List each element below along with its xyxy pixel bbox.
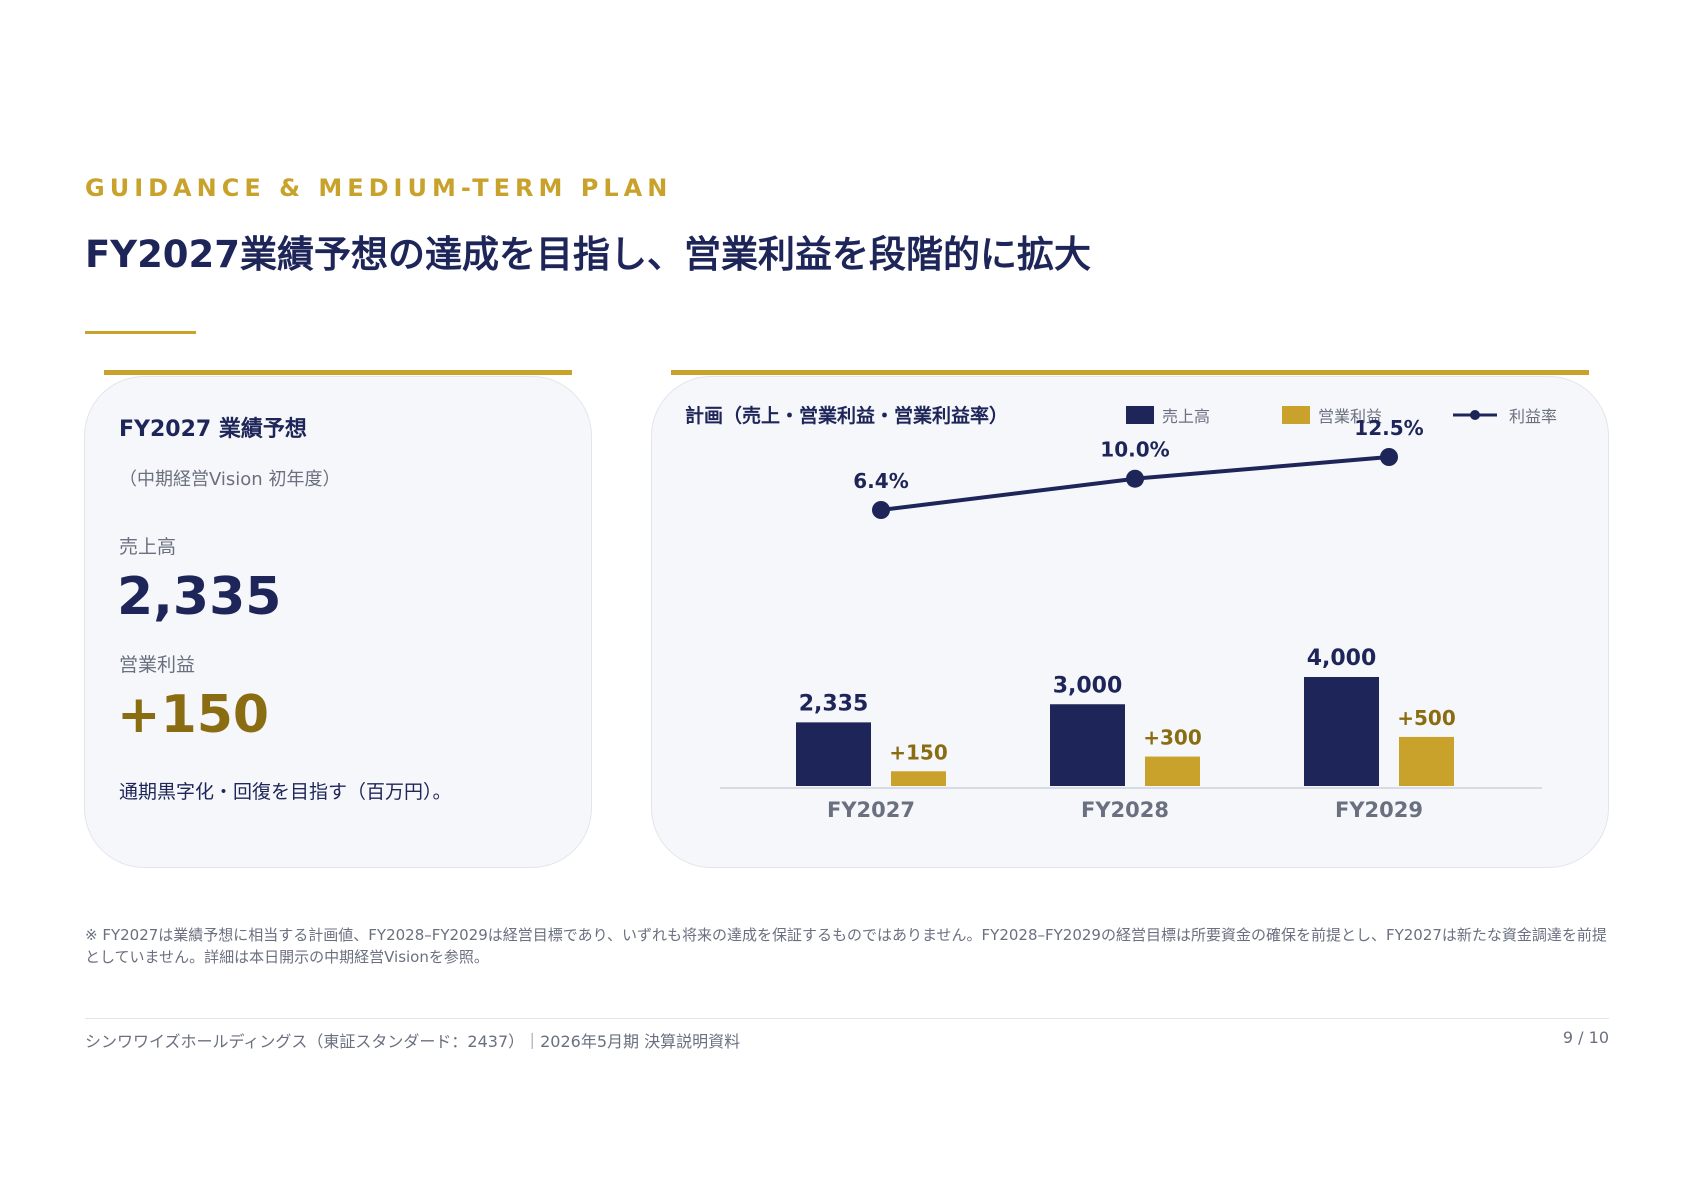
legend-sales-label: 売上高 <box>1162 407 1211 426</box>
margin-label-FY2029: 12.5% <box>1354 416 1423 440</box>
page-number: 9 / 10 <box>1562 1028 1609 1047</box>
forecast-heading: FY2027 業績予想 <box>119 417 307 442</box>
legend-margin: 利益率 <box>1453 403 1557 427</box>
legend-margin-line-icon <box>1453 406 1497 424</box>
plan-chart: 2,335 +150 FY2027 3,000 +300 FY2028 4,000 +500 F… <box>720 416 1542 822</box>
profit-bar-FY2027 <box>891 771 946 786</box>
legend-margin-label: 利益率 <box>1509 407 1558 426</box>
category-label-FY2029: FY2029 <box>1335 798 1423 822</box>
section-eyebrow: GUIDANCE & MEDIUM-TERM PLAN <box>85 174 673 202</box>
margin-label-FY2028: 10.0% <box>1100 438 1169 462</box>
margin-point-FY2028 <box>1126 469 1144 488</box>
forecast-subheading: （中期経営Vision 初年度） <box>119 469 341 490</box>
sales-label-FY2027: 2,335 <box>799 691 869 716</box>
profit-label-FY2027: +150 <box>889 740 948 764</box>
page-title: FY2027業績予想の達成を目指し、営業利益を段階的に拡大 <box>85 233 1092 276</box>
legend-profit-swatch <box>1282 406 1310 424</box>
forecast-card-accent-bar <box>104 370 572 375</box>
sales-label-FY2029: 4,000 <box>1307 646 1377 671</box>
footer-divider <box>85 1018 1609 1019</box>
legend-profit-label: 営業利益 <box>1318 407 1383 426</box>
disclaimer-footnote: ※ FY2027は業績予想に相当する計画値、FY2028–FY2029は経営目標… <box>85 926 1607 966</box>
plan-card-accent-bar <box>671 370 1589 375</box>
title-underline <box>85 331 196 334</box>
profit-label-FY2029: +500 <box>1397 706 1456 730</box>
profit-value: +150 <box>117 685 270 745</box>
profit-bar-FY2029 <box>1399 736 1454 786</box>
sales-label: 売上高 <box>119 536 177 558</box>
chart-title: 計画（売上・営業利益・営業利益率） <box>685 405 1009 427</box>
sales-bar-FY2028 <box>1050 704 1125 786</box>
sales-bar-FY2027 <box>796 722 871 786</box>
margin-label-FY2027: 6.4% <box>853 469 908 493</box>
profit-bar-FY2028 <box>1145 756 1200 786</box>
legend-profit: 営業利益 <box>1282 403 1382 427</box>
legend-sales: 売上高 <box>1126 403 1210 427</box>
sales-label-FY2028: 3,000 <box>1053 673 1123 698</box>
forecast-note: 通期黒字化・回復を目指す（百万円）。 <box>119 781 452 803</box>
sales-value: 2,335 <box>117 567 282 627</box>
forecast-card: FY2027 業績予想 （中期経営Vision 初年度） 売上高 2,335 営… <box>84 376 592 868</box>
profit-label: 営業利益 <box>119 654 196 676</box>
category-label-FY2027: FY2027 <box>827 798 915 822</box>
category-label-FY2028: FY2028 <box>1081 798 1169 822</box>
plan-chart-card: 計画（売上・営業利益・営業利益率） 売上高 営業利益 利益率 2,335 +150… <box>651 376 1609 868</box>
margin-point-FY2027 <box>872 501 890 519</box>
profit-label-FY2028: +300 <box>1143 726 1202 750</box>
footer-company: シンワワイズホールディングス（東証スタンダード：2437）｜2026年5月期 決… <box>85 1032 741 1051</box>
sales-bar-FY2029 <box>1304 677 1379 786</box>
margin-point-FY2029 <box>1380 448 1398 466</box>
legend-sales-swatch <box>1126 406 1154 424</box>
